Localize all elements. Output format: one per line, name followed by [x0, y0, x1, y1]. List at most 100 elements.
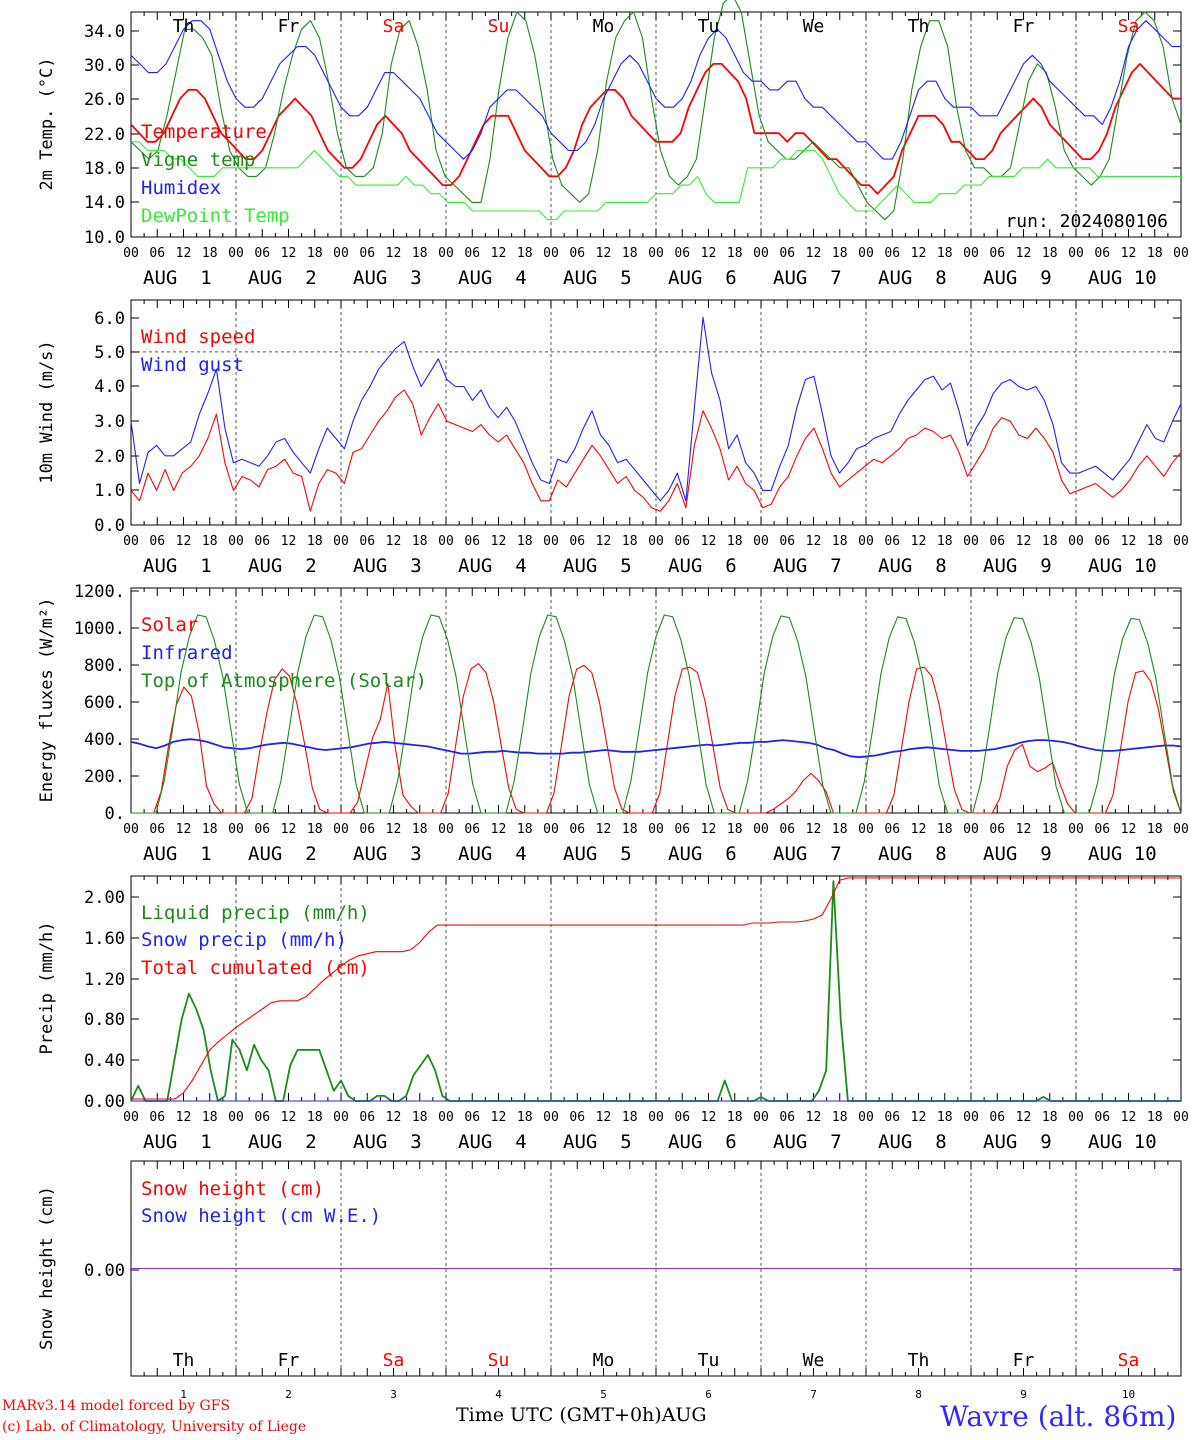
date-label: AUG 3	[353, 267, 422, 289]
date-label: AUG 6	[668, 1131, 737, 1153]
hour-tick-label: 00	[1068, 534, 1084, 549]
date-label: AUG 5	[563, 1131, 632, 1153]
hour-tick-label: 06	[254, 246, 270, 261]
hour-tick-label: 12	[596, 1110, 612, 1125]
y-tick-label: 1000.	[74, 619, 125, 639]
hour-tick-label: 18	[412, 534, 428, 549]
hour-tick-label: 18	[832, 822, 848, 837]
hour-tick-label: 18	[307, 246, 323, 261]
series-wind-speed	[130, 389, 1182, 512]
date-label: AUG 4	[458, 1131, 527, 1153]
date-label: AUG 9	[983, 1131, 1052, 1153]
hour-tick-label: 18	[1147, 534, 1163, 549]
hour-tick-label: 00	[543, 534, 559, 549]
hour-tick-label: 06	[254, 534, 270, 549]
hour-tick-label: 06	[989, 534, 1005, 549]
hour-tick-label: 00	[648, 534, 664, 549]
panel-3	[130, 587, 1182, 814]
hour-tick-label: 18	[1042, 246, 1058, 261]
y-tick-label: 200.	[84, 767, 125, 787]
date-label: AUG 2	[248, 555, 317, 577]
hour-tick-label: 06	[149, 822, 165, 837]
day-of-week-label: We	[803, 1350, 825, 1371]
hour-tick-label: 12	[1121, 534, 1137, 549]
hour-tick-label: 06	[149, 246, 165, 261]
y-tick-label: 14.0	[84, 193, 125, 213]
hour-tick-label: 12	[1016, 246, 1032, 261]
hour-tick-label: 12	[281, 534, 297, 549]
hour-tick-label: 00	[1173, 534, 1189, 549]
panel-2	[130, 299, 1182, 526]
date-label: AUG 6	[668, 267, 737, 289]
legend-entry: Total cumulated (cm)	[141, 957, 370, 979]
day-of-week-label: Fr	[278, 1350, 300, 1371]
hour-tick-label: 00	[123, 534, 139, 549]
date-label: AUG 2	[248, 267, 317, 289]
date-label: AUG 3	[353, 1131, 422, 1153]
hour-tick-label: 18	[202, 822, 218, 837]
hour-tick-label: 06	[359, 1110, 375, 1125]
day-of-week-label: We	[803, 16, 825, 37]
hour-tick-label: 12	[1016, 534, 1032, 549]
hour-tick-label: 12	[701, 822, 717, 837]
day-number-label: 2	[285, 1388, 292, 1401]
legend-entry: Top of Atmosphere (Solar)	[141, 670, 427, 692]
hour-tick-label: 00	[648, 822, 664, 837]
hour-tick-label: 06	[149, 1110, 165, 1125]
day-number-label: 9	[1020, 1388, 1027, 1401]
legend-entry: Liquid precip (mm/h)	[141, 902, 370, 924]
day-number-label: 7	[810, 1388, 817, 1401]
y-tick-label: 22.0	[84, 125, 125, 145]
hour-tick-label: 12	[491, 246, 507, 261]
hour-tick-label: 06	[569, 534, 585, 549]
hour-tick-label: 00	[1068, 246, 1084, 261]
y-tick-label: 18.0	[84, 159, 125, 179]
lab-credit: (c) Lab. of Climatology, University of L…	[2, 1419, 307, 1435]
hour-tick-label: 12	[806, 246, 822, 261]
hour-tick-label: 18	[937, 534, 953, 549]
legend-entry: Snow precip (mm/h)	[141, 929, 347, 951]
hour-tick-label: 00	[228, 1110, 244, 1125]
station-label: Wavre (alt. 86m)	[940, 1400, 1177, 1433]
panel-4	[130, 875, 1182, 1102]
hour-tick-label: 00	[123, 1110, 139, 1125]
y-tick-label: 0.0	[94, 516, 125, 536]
date-label: AUG 8	[878, 555, 947, 577]
y-tick-label: 6.0	[94, 309, 125, 329]
hour-tick-label: 12	[386, 534, 402, 549]
hour-tick-label: 00	[753, 534, 769, 549]
hour-tick-label: 18	[307, 1110, 323, 1125]
series-temperature	[130, 63, 1181, 195]
hour-tick-label: 06	[569, 1110, 585, 1125]
hour-tick-label: 06	[779, 246, 795, 261]
y-tick-label: 5.0	[94, 343, 125, 363]
hour-tick-label: 00	[1068, 1110, 1084, 1125]
hour-tick-label: 00	[858, 534, 874, 549]
hour-tick-label: 12	[491, 1110, 507, 1125]
hour-tick-label: 06	[464, 1110, 480, 1125]
hour-tick-label: 06	[569, 246, 585, 261]
date-label: AUG 3	[353, 843, 422, 865]
day-of-week-label: Th	[173, 16, 195, 37]
series-top-of-atmosphere-solar	[131, 614, 1182, 814]
date-label: AUG 8	[878, 1131, 947, 1153]
panel-5	[130, 1160, 1182, 1377]
hour-tick-label: 00	[438, 822, 454, 837]
hour-tick-label: 06	[989, 1110, 1005, 1125]
hour-tick-label: 18	[832, 534, 848, 549]
hour-tick-label: 18	[202, 246, 218, 261]
hour-tick-label: 06	[464, 246, 480, 261]
hour-tick-label: 06	[569, 822, 585, 837]
date-label: AUG 3	[353, 555, 422, 577]
day-of-week-label: Th	[173, 1350, 195, 1371]
date-label: AUG 10	[1088, 555, 1157, 577]
hour-tick-label: 00	[858, 822, 874, 837]
hour-tick-label: 18	[622, 246, 638, 261]
hour-tick-label: 00	[1173, 822, 1189, 837]
date-label: AUG 1	[143, 267, 212, 289]
hour-tick-label: 18	[412, 1110, 428, 1125]
hour-tick-label: 12	[281, 1110, 297, 1125]
hour-tick-label: 00	[753, 1110, 769, 1125]
hour-tick-label: 18	[937, 822, 953, 837]
hour-tick-label: 18	[622, 822, 638, 837]
